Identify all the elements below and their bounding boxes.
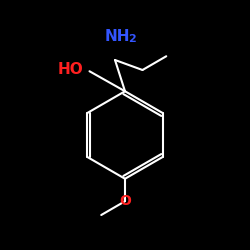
Text: HO: HO	[58, 62, 84, 78]
Text: NH: NH	[105, 29, 130, 44]
Text: O: O	[119, 194, 131, 208]
Text: 2: 2	[128, 34, 136, 44]
